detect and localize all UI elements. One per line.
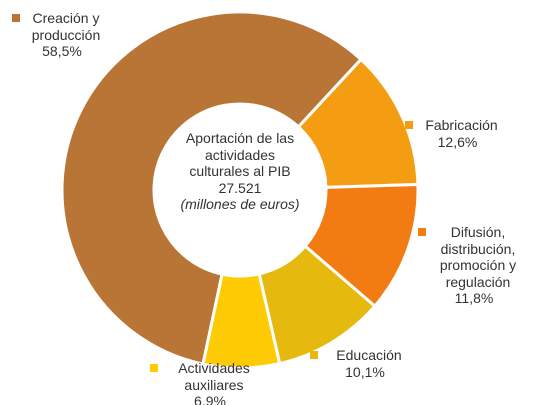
value-label: 10,1%: [345, 363, 385, 380]
category-name: Actividades auxiliares: [178, 360, 250, 393]
legend-label: Creación y producción 58,5%: [12, 10, 112, 60]
legend-marker: [418, 228, 426, 236]
legend-marker: [150, 364, 158, 372]
category-name: Difusión, distribución, promoción y regu…: [439, 224, 517, 290]
value-label: 58,5%: [42, 43, 82, 59]
legend-label: Actividades auxiliares 6,9%: [150, 360, 270, 405]
legend-marker: [405, 121, 413, 129]
legend-label: Educación 10,1%: [310, 347, 420, 380]
donut-segment: [60, 10, 364, 366]
value-label: 11,8%: [454, 290, 494, 306]
legend-marker: [310, 351, 318, 359]
category-name: Fabricación: [425, 117, 498, 133]
legend-label: Fabricación 12,6%: [405, 117, 510, 150]
donut-segment: [201, 272, 282, 370]
category-name: Creación y producción: [31, 10, 101, 43]
legend-marker: [12, 14, 20, 22]
legend-label: Difusión, distribución, promoción y regu…: [418, 224, 530, 307]
center-label: Aportación de las actividades culturales…: [165, 130, 315, 213]
center-note: (millones de euros): [180, 196, 300, 212]
category-name: Educación: [336, 347, 402, 363]
value-label: 6,9%: [194, 393, 226, 405]
center-total: 27.521: [218, 179, 262, 196]
center-title: Aportación de las actividades culturales…: [185, 130, 295, 179]
value-label: 12,6%: [437, 133, 478, 150]
